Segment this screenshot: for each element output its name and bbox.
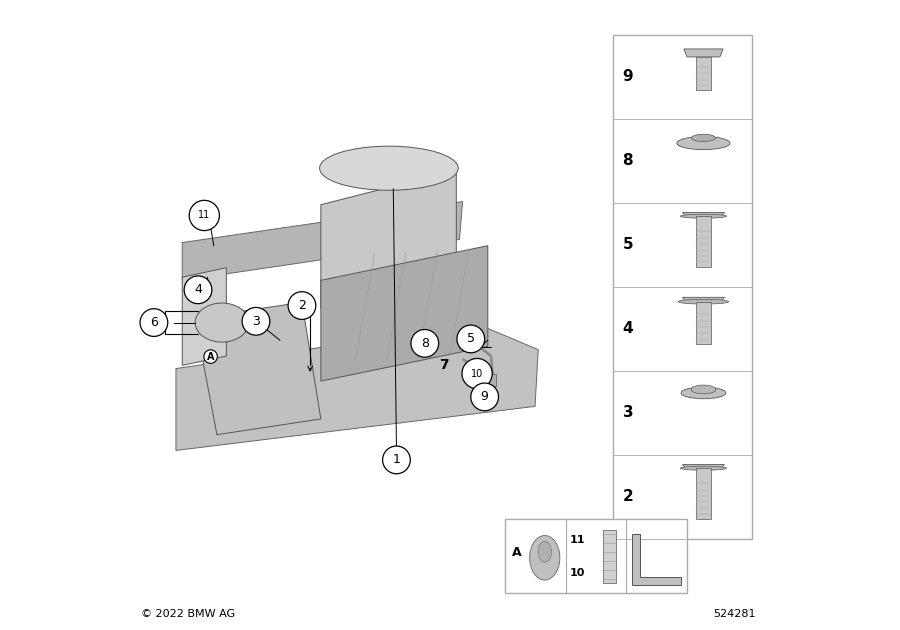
Text: 1: 1 bbox=[392, 454, 400, 466]
Circle shape bbox=[140, 309, 167, 336]
Text: 11: 11 bbox=[198, 210, 211, 220]
Bar bbox=[696, 468, 711, 519]
Polygon shape bbox=[682, 464, 725, 468]
Ellipse shape bbox=[691, 134, 716, 142]
Text: 6: 6 bbox=[150, 316, 158, 329]
Bar bbox=[603, 530, 616, 583]
Circle shape bbox=[382, 446, 410, 474]
Ellipse shape bbox=[680, 214, 726, 218]
Ellipse shape bbox=[320, 146, 458, 190]
Text: 9: 9 bbox=[481, 391, 489, 403]
Ellipse shape bbox=[538, 541, 552, 562]
Polygon shape bbox=[183, 202, 463, 280]
Text: 2: 2 bbox=[623, 489, 634, 504]
Circle shape bbox=[462, 358, 492, 389]
Text: 10: 10 bbox=[570, 568, 585, 578]
Bar bbox=[696, 57, 711, 89]
Bar bbox=[696, 302, 711, 344]
Text: 8: 8 bbox=[421, 337, 428, 350]
Bar bbox=[696, 216, 711, 267]
Text: © 2022 BMW AG: © 2022 BMW AG bbox=[141, 609, 236, 619]
Circle shape bbox=[288, 292, 316, 319]
Polygon shape bbox=[321, 170, 456, 309]
Text: 11: 11 bbox=[570, 535, 585, 545]
Text: 8: 8 bbox=[623, 153, 634, 168]
Ellipse shape bbox=[681, 387, 725, 399]
Text: 7: 7 bbox=[439, 358, 448, 372]
Polygon shape bbox=[633, 534, 680, 585]
Bar bbox=[486, 374, 496, 386]
Polygon shape bbox=[682, 297, 725, 302]
FancyBboxPatch shape bbox=[506, 519, 687, 593]
Polygon shape bbox=[684, 49, 723, 57]
Text: 9: 9 bbox=[623, 69, 634, 84]
Text: A: A bbox=[511, 546, 521, 559]
Text: 5: 5 bbox=[623, 237, 634, 252]
Circle shape bbox=[184, 276, 212, 304]
Text: A: A bbox=[207, 352, 214, 362]
Circle shape bbox=[242, 307, 270, 335]
Text: 2: 2 bbox=[298, 299, 306, 312]
Polygon shape bbox=[682, 212, 725, 216]
Text: 10: 10 bbox=[471, 369, 483, 379]
Circle shape bbox=[457, 325, 485, 353]
Text: 524281: 524281 bbox=[713, 609, 755, 619]
Ellipse shape bbox=[529, 536, 560, 580]
Ellipse shape bbox=[677, 137, 730, 150]
Text: 4: 4 bbox=[194, 284, 202, 296]
FancyBboxPatch shape bbox=[613, 35, 752, 539]
Text: 5: 5 bbox=[467, 333, 475, 345]
Ellipse shape bbox=[679, 299, 729, 304]
Ellipse shape bbox=[691, 385, 716, 394]
Text: 4: 4 bbox=[623, 321, 634, 336]
Polygon shape bbox=[195, 302, 321, 435]
Ellipse shape bbox=[680, 466, 726, 470]
Text: 3: 3 bbox=[623, 405, 634, 420]
Text: 3: 3 bbox=[252, 315, 260, 328]
Ellipse shape bbox=[195, 303, 248, 342]
Circle shape bbox=[411, 329, 438, 357]
Polygon shape bbox=[321, 246, 488, 381]
Polygon shape bbox=[183, 268, 227, 365]
Circle shape bbox=[189, 200, 220, 231]
Polygon shape bbox=[176, 324, 538, 450]
Circle shape bbox=[471, 383, 499, 411]
